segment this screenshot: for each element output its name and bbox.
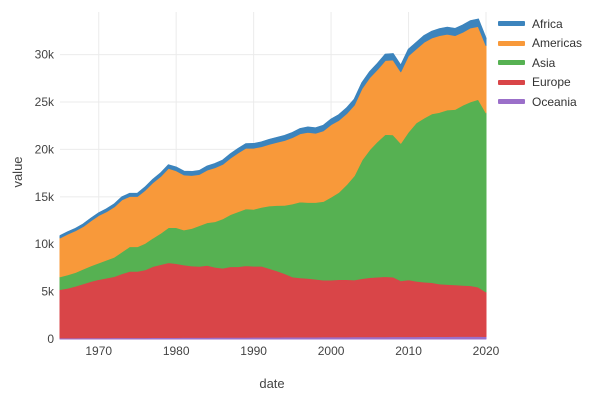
- legend-swatch-africa: [498, 21, 525, 27]
- y-tick-label: 15k: [35, 190, 55, 204]
- legend-label-africa: Africa: [532, 16, 563, 31]
- y-axis-title: value: [10, 156, 25, 187]
- legend-item-americas[interactable]: Americas: [498, 34, 582, 54]
- legend-swatch-asia: [498, 60, 525, 66]
- x-axis-title: date: [259, 376, 284, 391]
- x-tick-label: 2000: [318, 344, 345, 358]
- line-africa: [59, 18, 487, 237]
- legend-label-asia: Asia: [532, 55, 556, 70]
- y-tick-label: 0: [47, 332, 54, 346]
- legend-label-americas: Americas: [532, 36, 583, 51]
- x-tick-label: 2010: [395, 344, 422, 358]
- x-tick-label: 1970: [85, 344, 112, 358]
- legend-item-oceania[interactable]: Oceania: [498, 92, 582, 112]
- area-series-group: [59, 18, 487, 340]
- y-tick-label: 5k: [41, 285, 55, 299]
- legend-swatch-americas: [498, 40, 525, 46]
- legend-item-asia[interactable]: Asia: [498, 53, 582, 73]
- legend-item-africa[interactable]: Africa: [498, 14, 582, 34]
- y-axis-ticks: 0 5k 10k 15k 20k 25k 30k: [35, 48, 55, 346]
- legend-swatch-oceania: [498, 99, 525, 105]
- legend-label-europe: Europe: [532, 75, 571, 90]
- x-axis-ticks: 1970 1980 1990 2000 2010 2020: [85, 344, 499, 358]
- legend-item-europe[interactable]: Europe: [498, 73, 582, 93]
- x-tick-label: 1980: [163, 344, 190, 358]
- y-tick-label: 30k: [35, 48, 55, 62]
- legend-swatch-europe: [498, 79, 525, 85]
- legend[interactable]: Africa Americas Asia Europe Oceania: [498, 14, 582, 112]
- x-tick-label: 2020: [473, 344, 500, 358]
- y-tick-label: 20k: [35, 142, 55, 156]
- x-tick-label: 1990: [240, 344, 267, 358]
- y-tick-label: 25k: [35, 95, 55, 109]
- y-tick-label: 10k: [35, 237, 55, 251]
- legend-label-oceania: Oceania: [532, 94, 577, 109]
